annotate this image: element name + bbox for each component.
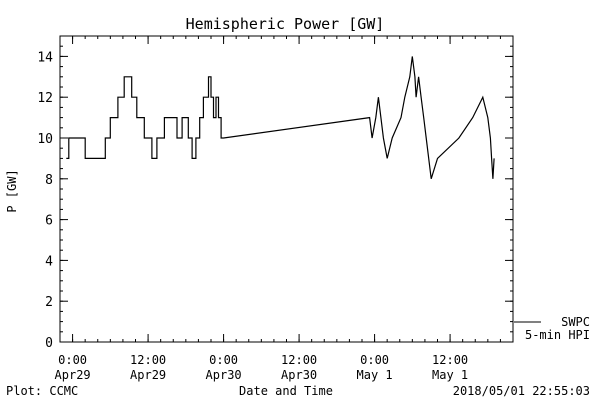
- chart-title: Hemispheric Power [GW]: [186, 15, 385, 33]
- x-tick-label-date: May 1: [432, 368, 468, 382]
- legend-label-hpi: 5-min HPI: [525, 328, 590, 342]
- y-tick-label: 6: [45, 214, 53, 229]
- y-tick-label: 14: [37, 50, 53, 65]
- x-tick-label-time: 12:00: [281, 353, 317, 367]
- series-line-swpc: [66, 56, 495, 179]
- axis-ticks: 024681012140:00Apr2912:00Apr290:00Apr301…: [37, 35, 514, 382]
- plot-credit: Plot: CCMC: [6, 384, 78, 398]
- x-tick-label-date: Apr29: [55, 368, 91, 382]
- y-axis-label: P [GW]: [5, 169, 19, 212]
- x-tick-label-time: 0:00: [209, 353, 238, 367]
- y-tick-label: 4: [45, 254, 53, 269]
- x-tick-label-date: Apr30: [281, 368, 317, 382]
- x-tick-label-time: 12:00: [130, 353, 166, 367]
- plot-frame: [59, 35, 514, 343]
- x-tick-label-time: 0:00: [58, 353, 87, 367]
- x-tick-label-time: 12:00: [432, 353, 468, 367]
- x-axis-label: Date and Time: [239, 384, 333, 398]
- y-tick-label: 2: [45, 295, 53, 310]
- plot-timestamp: 2018/05/01 22:55:03: [453, 384, 590, 398]
- series-layer: [66, 56, 495, 179]
- x-tick-label-date: May 1: [357, 368, 393, 382]
- y-tick-label: 10: [37, 132, 53, 147]
- y-tick-label: 0: [45, 336, 53, 351]
- x-tick-label-time: 0:00: [360, 353, 389, 367]
- x-tick-label-date: Apr30: [206, 368, 242, 382]
- y-tick-label: 8: [45, 173, 53, 188]
- x-tick-label-date: Apr29: [130, 368, 166, 382]
- legend-label-swpc: SWPC: [561, 315, 590, 329]
- y-tick-label: 12: [37, 91, 53, 106]
